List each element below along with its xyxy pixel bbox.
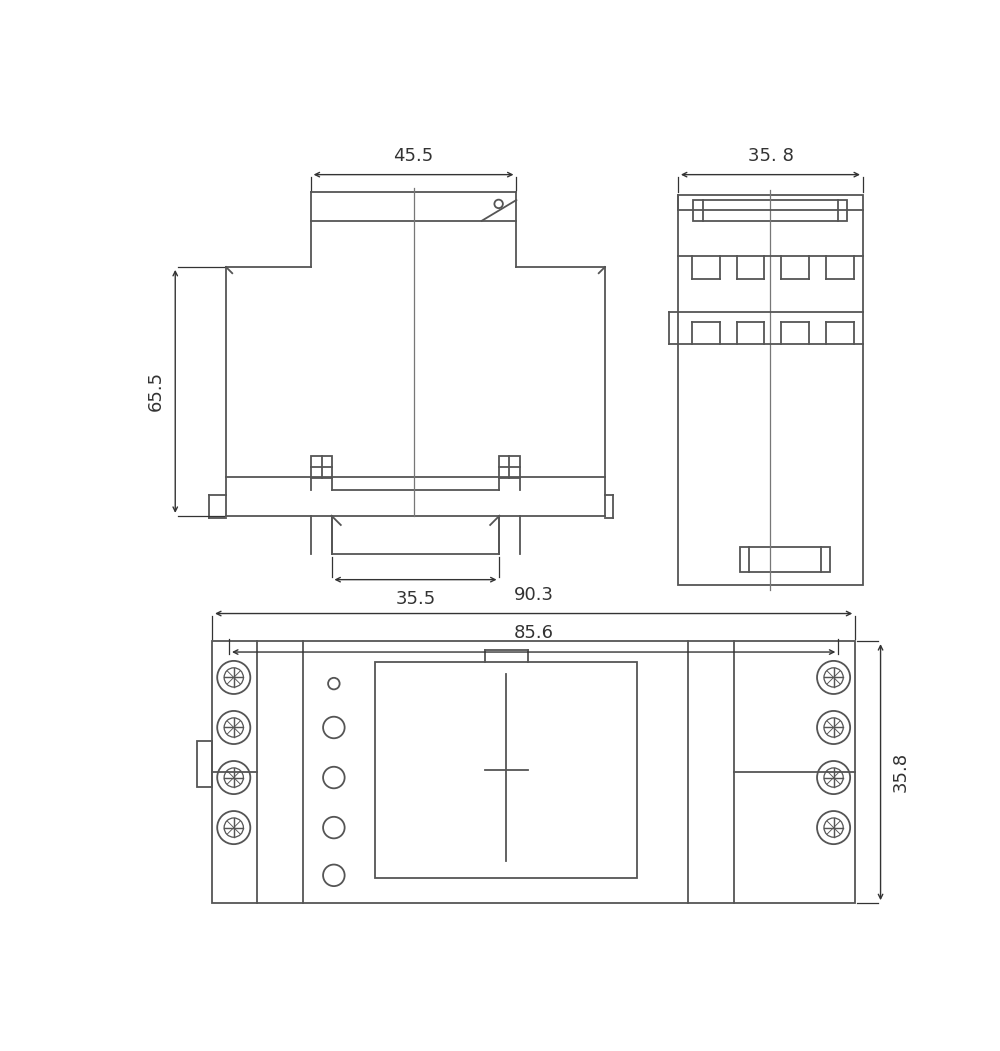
Bar	[197, 741, 212, 787]
Bar	[678, 194, 863, 585]
Bar	[740, 547, 830, 572]
Bar	[499, 456, 520, 478]
Text: 35.5: 35.5	[395, 590, 436, 607]
Text: 45.5: 45.5	[393, 147, 434, 165]
Bar	[311, 456, 332, 478]
Bar	[375, 662, 637, 878]
Text: 35.8: 35.8	[891, 753, 909, 792]
Text: 65.5: 65.5	[146, 371, 164, 411]
Text: 90.3: 90.3	[514, 585, 554, 603]
Bar	[693, 200, 847, 221]
Text: 85.6: 85.6	[514, 624, 554, 642]
Bar	[212, 641, 855, 903]
Text: 35. 8: 35. 8	[748, 147, 793, 165]
